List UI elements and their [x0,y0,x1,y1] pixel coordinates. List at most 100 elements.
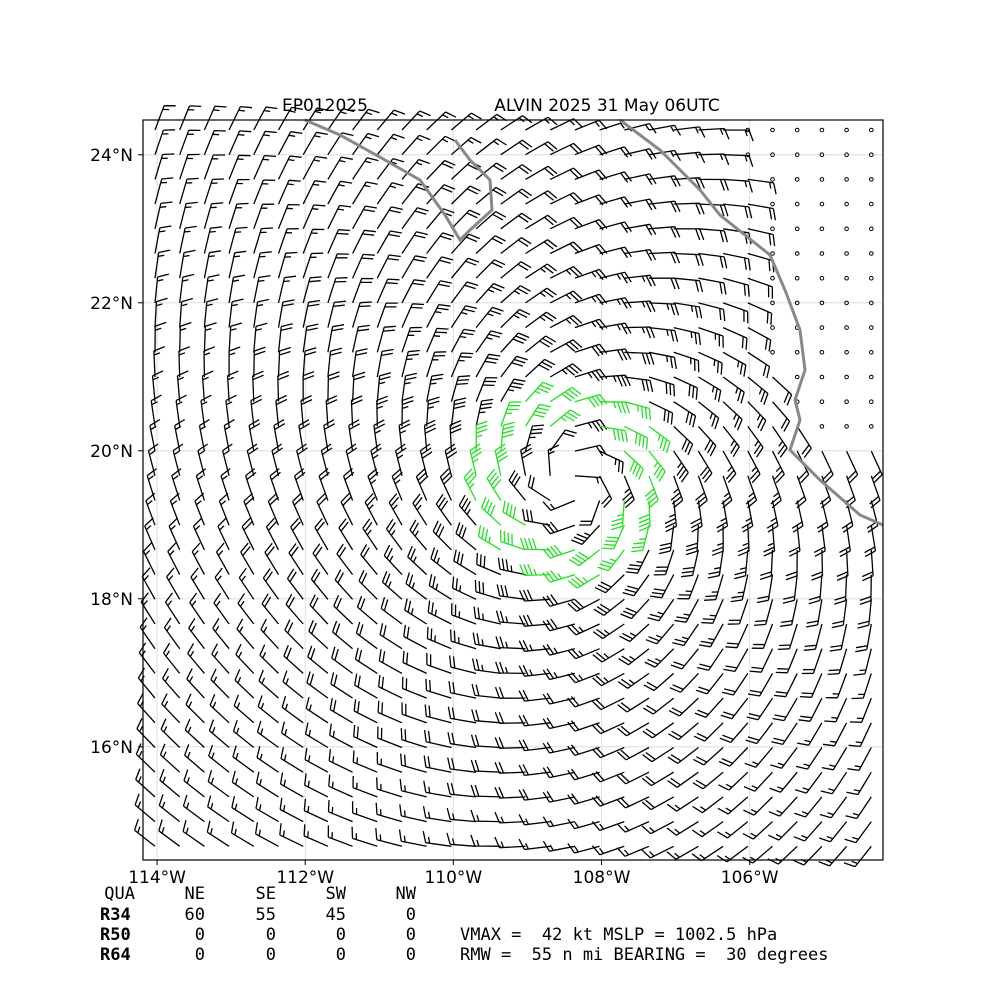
wind-barb [508,469,527,501]
wind-barb [201,370,214,402]
wind-barb [500,401,522,427]
wind-barb [215,542,230,575]
wind-barb [244,468,257,501]
wind-barb [470,734,501,749]
wind-barb [354,673,378,699]
wind-barb [642,746,675,763]
wind-barb [144,517,156,551]
wind-barb [316,492,329,526]
wind-barb [228,298,244,328]
wind-barb [327,156,353,180]
wind-barb [723,648,749,673]
wind-barb [141,567,156,600]
wind-barb [690,500,703,533]
wind-barb [137,692,156,724]
wind-barb [352,253,375,279]
calm-dot [794,350,800,355]
wind-barb [351,348,368,378]
wind-barb [455,522,477,551]
wind-barb [592,623,625,640]
wind-barb [797,722,823,746]
wind-barb [351,277,374,304]
wind-barb [240,542,255,575]
wind-barb [230,821,255,847]
calm-dot [770,275,775,281]
wind-barb [500,285,531,304]
wind-barb [217,517,230,551]
wind-barb [574,419,608,432]
wind-barb [450,397,467,427]
calm-dot [794,275,800,281]
wind-barb [238,567,255,600]
wind-barb [591,845,625,856]
wind-barb [870,450,883,484]
wind-barb [818,845,848,867]
wind-barb [599,246,632,259]
calm-dot [794,177,800,182]
wind-barb [519,537,551,551]
wind-barb [616,821,650,833]
wind-barb [697,648,724,671]
calm-dot [819,350,825,355]
calm-dot [819,201,825,207]
wind-barb [475,420,488,452]
wind-barb [480,496,502,526]
wind-barb [167,542,181,575]
wind-barb [253,154,277,180]
wind-barb [811,549,824,581]
wind-barb [851,673,872,700]
wind-barb [279,823,304,847]
wind-barb [624,376,654,393]
wind-barb [518,640,551,652]
wind-barb [727,599,749,625]
y-tick-label: 24°N [90,146,133,166]
calm-dot [745,152,751,157]
wind-barb [302,299,321,328]
wind-barb [616,796,650,809]
wind-barb [599,171,633,183]
wind-barb [623,450,644,480]
wind-barb [502,500,526,526]
wind-barb [698,228,729,243]
wind-barb [439,468,453,501]
wind-barb [475,113,508,131]
wind-barb [134,793,156,823]
wind-barb [681,549,700,578]
wind-barb [169,492,181,526]
wind-barb [206,820,230,847]
wind-barb [760,549,774,581]
wind-barb [717,796,749,815]
wind-barb [401,279,426,304]
wind-barb [722,376,745,404]
wind-barb [424,704,452,724]
wind-barb [567,598,600,612]
wind-barb [701,599,724,624]
wind-barb [262,568,280,600]
wind-barb [616,845,650,857]
wind-barb [352,205,378,230]
wind-barb [525,358,556,378]
wind-barb [426,373,444,402]
wind-barb [645,623,675,645]
table-cell: 55 [256,905,276,925]
wind-barb [304,773,329,798]
wind-barb [549,363,583,378]
wind-barb [220,468,231,501]
wind-barb [195,468,207,501]
wind-barb [401,207,429,230]
row-label: R50 [100,925,131,945]
wind-barb [159,743,181,773]
wind-barb [258,669,279,699]
wind-barb [834,574,848,605]
wind-barb [303,824,329,847]
wind-barb [821,450,834,484]
wind-barb [426,256,454,279]
table-header: SE [256,884,276,904]
wind-barb [631,525,650,553]
wind-barb [693,747,724,766]
wind-barb [342,468,355,501]
wind-barb [189,592,205,625]
wind-barb [648,124,682,136]
wind-barb [716,845,749,863]
